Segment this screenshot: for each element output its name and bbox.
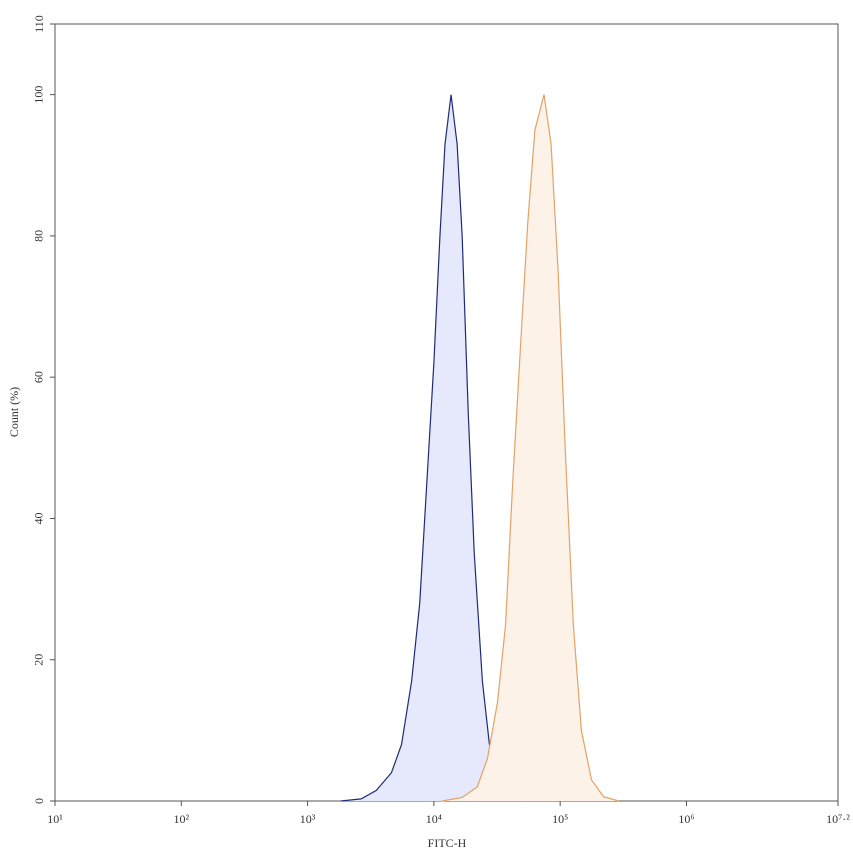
x-tick-label: 10⁵ [552,812,568,826]
x-tick-label: 10⁴ [426,812,442,826]
y-tick-label: 20 [32,654,46,666]
y-tick-label: 100 [32,86,46,104]
y-tick-label: 0 [32,798,46,804]
x-axis-label: FITC-H [428,836,467,850]
x-tick-label: 10¹ [47,812,63,826]
y-tick-label: 110 [32,15,46,33]
y-tick-label: 40 [32,512,46,524]
x-tick-label: 10² [173,812,189,826]
y-tick-label: 60 [32,371,46,383]
x-tick-label: 10⁶ [678,812,694,826]
x-tick-label: 10⁷·² [826,812,850,826]
x-tick-label: 10³ [300,812,316,826]
y-axis-label: Count (%) [7,387,21,437]
histogram-area [340,94,523,802]
histogram-line [340,94,523,802]
y-tick-label: 80 [32,230,46,242]
histogram-area [441,94,619,802]
histogram-line [441,94,619,802]
